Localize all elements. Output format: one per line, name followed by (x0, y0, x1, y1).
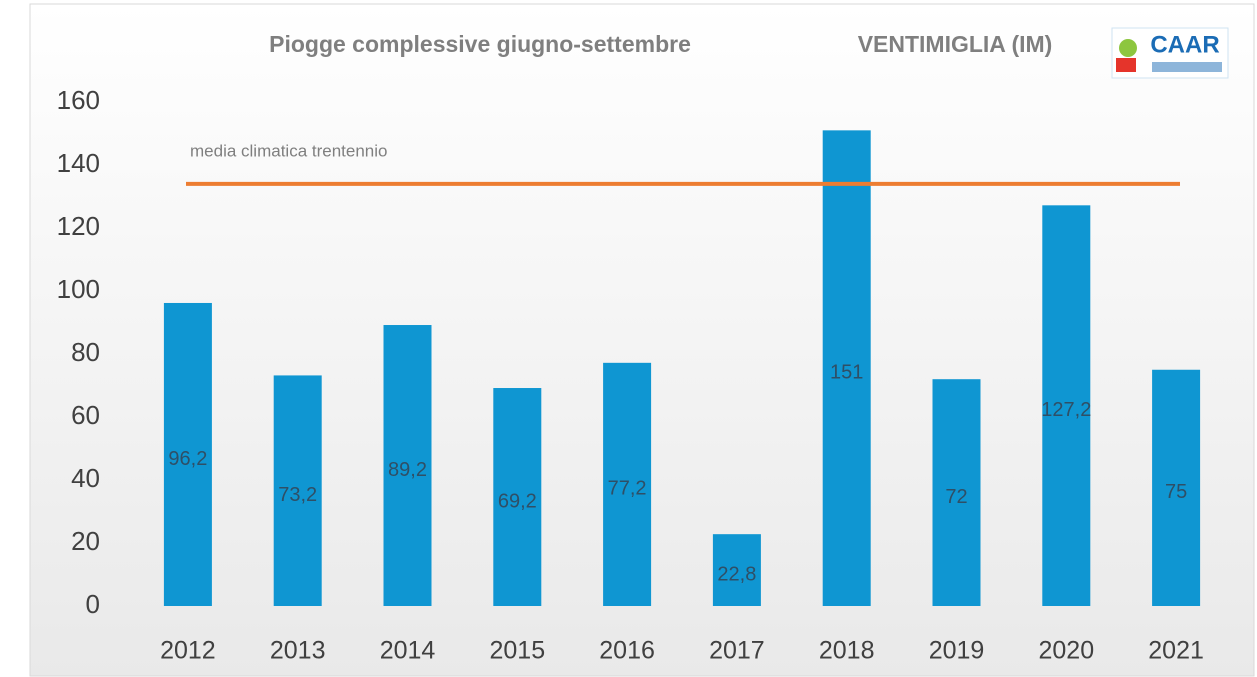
x-tick-label: 2019 (929, 637, 985, 665)
x-tick-label: 2016 (599, 637, 655, 665)
x-tick-label: 2021 (1148, 637, 1204, 665)
logo-icon (1119, 39, 1137, 57)
bar (493, 388, 542, 606)
bar (822, 130, 871, 606)
y-tick-label: 80 (71, 337, 100, 367)
logo-stripe (1152, 62, 1222, 72)
reference-label: media climatica trentennio (190, 141, 387, 160)
y-tick-label: 20 (71, 526, 100, 556)
logo-text: CAAR (1150, 31, 1219, 58)
data-label: 22,8 (717, 563, 756, 585)
chart-title: Piogge complessive giugno-settembre (269, 31, 691, 57)
y-tick-label: 100 (57, 274, 100, 304)
chart-subtitle: VENTIMIGLIA (IM) (858, 31, 1053, 57)
x-tick-label: 2015 (489, 637, 545, 665)
x-tick-label: 2017 (709, 637, 765, 665)
data-label: 127,2 (1041, 399, 1091, 421)
logo-icon (1116, 58, 1136, 72)
bar (273, 375, 322, 606)
data-label: 69,2 (498, 490, 537, 512)
bar (383, 325, 432, 606)
data-label: 72 (945, 486, 967, 508)
y-tick-label: 60 (71, 400, 100, 430)
bar (163, 302, 212, 606)
data-label: 75 (1165, 481, 1187, 503)
x-tick-label: 2020 (1038, 637, 1094, 665)
y-tick-label: 40 (71, 463, 100, 493)
bar (1152, 369, 1201, 606)
data-label: 77,2 (608, 478, 647, 500)
bar (1042, 205, 1091, 606)
bar (603, 362, 652, 606)
data-label: 151 (830, 361, 863, 383)
x-tick-label: 2018 (819, 637, 875, 665)
bar (712, 534, 761, 606)
data-label: 96,2 (168, 448, 207, 470)
x-tick-label: 2013 (270, 637, 326, 665)
y-tick-label: 160 (57, 85, 100, 115)
y-tick-label: 140 (57, 148, 100, 178)
data-label: 89,2 (388, 459, 427, 481)
bar (932, 379, 981, 606)
x-tick-label: 2012 (160, 637, 216, 665)
y-tick-label: 0 (86, 589, 100, 619)
data-label: 73,2 (278, 484, 317, 506)
y-tick-label: 120 (57, 211, 100, 241)
x-tick-label: 2014 (380, 637, 436, 665)
